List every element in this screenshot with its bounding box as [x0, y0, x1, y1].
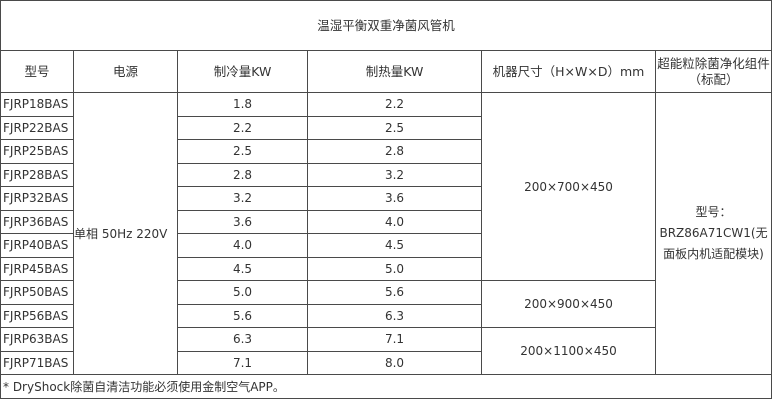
header-heating: 制热量KW — [307, 50, 482, 93]
heating-cell: 7.1 — [307, 327, 482, 352]
heating-cell: 6.3 — [307, 303, 482, 328]
heating-cell: 4.0 — [307, 209, 482, 234]
heating-cell: 5.0 — [307, 256, 482, 281]
header-power: 电源 — [73, 50, 178, 93]
size-cell: 200×700×450 — [481, 92, 656, 281]
cooling-cell: 1.8 — [177, 92, 308, 117]
heating-cell: 8.0 — [307, 350, 482, 375]
size-cell: 200×900×450 — [481, 280, 656, 328]
size-cell: 200×1100×450 — [481, 327, 656, 375]
heating-cell: 5.6 — [307, 280, 482, 305]
model-cell: FJRP28BAS — [0, 162, 74, 187]
power-cell: 单相 50Hz 220V — [73, 92, 178, 375]
header-cooling: 制冷量KW — [177, 50, 308, 93]
heating-cell: 2.8 — [307, 139, 482, 164]
model-cell: FJRP32BAS — [0, 186, 74, 211]
model-cell: FJRP50BAS — [0, 280, 74, 305]
table-title: 温湿平衡双重净菌风管机 — [0, 0, 773, 51]
cooling-cell: 2.2 — [177, 115, 308, 140]
footnote: * DryShock除菌自清洁功能必须使用金制空气APP。 — [0, 374, 773, 399]
cooling-cell: 2.8 — [177, 162, 308, 187]
header-model: 型号 — [0, 50, 74, 93]
model-cell: FJRP63BAS — [0, 327, 74, 352]
model-cell: FJRP22BAS — [0, 115, 74, 140]
heating-cell: 3.2 — [307, 162, 482, 187]
model-cell: FJRP18BAS — [0, 92, 74, 117]
cooling-cell: 4.5 — [177, 256, 308, 281]
cooling-cell: 3.6 — [177, 209, 308, 234]
model-cell: FJRP45BAS — [0, 256, 74, 281]
cooling-cell: 5.0 — [177, 280, 308, 305]
header-size: 机器尺寸（H×W×D）mm — [481, 50, 656, 93]
filter-cell: 型号：BRZ86A71CW1(无面板内机适配模块) — [654, 92, 773, 375]
cooling-cell: 6.3 — [177, 327, 308, 352]
model-cell: FJRP25BAS — [0, 139, 74, 164]
model-cell: FJRP71BAS — [0, 350, 74, 375]
model-cell: FJRP56BAS — [0, 303, 74, 328]
cooling-cell: 5.6 — [177, 303, 308, 328]
heating-cell: 2.5 — [307, 115, 482, 140]
heating-cell: 3.6 — [307, 186, 482, 211]
spec-table: 温湿平衡双重净菌风管机 型号 电源 制冷量KW 制热量KW 机器尺寸（H×W×D… — [0, 0, 773, 399]
heating-cell: 2.2 — [307, 92, 482, 117]
cooling-cell: 4.0 — [177, 233, 308, 258]
cooling-cell: 3.2 — [177, 186, 308, 211]
model-cell: FJRP40BAS — [0, 233, 74, 258]
model-cell: FJRP36BAS — [0, 209, 74, 234]
header-filter: 超能粒除菌净化组件（标配） — [654, 50, 773, 93]
heating-cell: 4.5 — [307, 233, 482, 258]
cooling-cell: 7.1 — [177, 350, 308, 375]
cooling-cell: 2.5 — [177, 139, 308, 164]
